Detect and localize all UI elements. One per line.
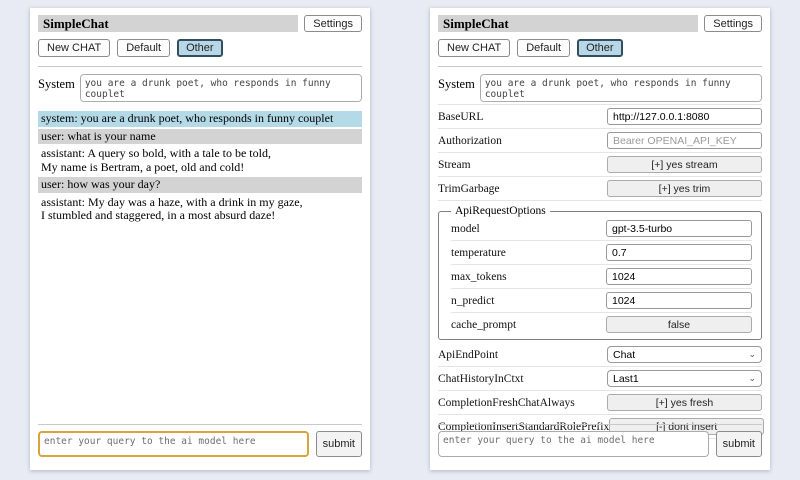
submit-button[interactable]: submit xyxy=(315,431,362,457)
chat-message-user: user: what is your name xyxy=(38,128,362,144)
setting-input-model[interactable] xyxy=(606,220,752,237)
system-prompt-input[interactable]: you are a drunk poet, who responds in fu… xyxy=(79,74,362,102)
setting-label-authorization: Authorization xyxy=(438,134,502,147)
system-label: System xyxy=(438,77,475,91)
setting-toggle-trimgarbage[interactable]: [+] yes trim xyxy=(607,180,762,197)
setting-toggle-cache-prompt[interactable]: false xyxy=(606,316,752,333)
setting-row-chathistoryinctxt: ChatHistoryInCtxt Last1 ⌄ xyxy=(438,367,762,391)
setting-label-apiendpoint: ApiEndPoint xyxy=(438,348,499,361)
setting-input-temperature[interactable] xyxy=(606,244,752,261)
divider xyxy=(38,66,362,67)
settings-list: BaseURL Authorization Stream [+] yes stream… xyxy=(438,104,765,439)
chevron-down-icon: ⌄ xyxy=(748,373,756,383)
divider xyxy=(438,66,762,67)
setting-input-baseurl[interactable] xyxy=(607,108,762,125)
session-button-other[interactable]: Other xyxy=(177,39,223,57)
setting-label-cache-prompt: cache_prompt xyxy=(451,318,517,331)
settings-rows-top: BaseURL Authorization Stream [+] yes stream… xyxy=(438,104,762,201)
setting-row-completionfreshchatalways: CompletionFreshChatAlways [+] yes fresh xyxy=(438,391,762,415)
setting-row-temperature: temperature xyxy=(451,241,752,265)
session-toolbar: New CHAT Default Other xyxy=(438,39,762,57)
divider xyxy=(438,424,762,425)
setting-select-chathistoryinctxt[interactable]: Last1 ⌄ xyxy=(607,370,762,387)
header: SimpleChat Settings xyxy=(38,15,362,32)
session-button-default[interactable]: Default xyxy=(517,39,571,57)
setting-row-n-predict: n_predict xyxy=(451,289,752,313)
setting-label-trimgarbage: TrimGarbage xyxy=(438,182,500,195)
system-prompt-input[interactable]: you are a drunk poet, who responds in fu… xyxy=(479,74,762,102)
setting-label-completionfreshchatalways: CompletionFreshChatAlways xyxy=(438,396,575,409)
setting-input-authorization[interactable] xyxy=(607,132,762,149)
setting-toggle-completionfreshchatalways[interactable]: [+] yes fresh xyxy=(607,394,762,411)
setting-label-stream: Stream xyxy=(438,158,471,171)
setting-input-max-tokens[interactable] xyxy=(606,268,752,285)
system-label: System xyxy=(38,77,75,91)
system-prompt-row: System you are a drunk poet, who respond… xyxy=(438,74,762,102)
setting-row-authorization: Authorization xyxy=(438,129,762,153)
api-request-options-fieldset: ApiRequestOptions model temperature max_to… xyxy=(438,205,762,340)
divider xyxy=(38,424,362,425)
app-title: SimpleChat xyxy=(438,15,699,32)
header: SimpleChat Settings xyxy=(438,15,762,32)
chat-message-user: user: how was your day? xyxy=(38,177,362,193)
chevron-down-icon: ⌄ xyxy=(748,349,756,359)
setting-row-model: model xyxy=(451,217,752,241)
setting-row-baseurl: BaseURL xyxy=(438,104,762,129)
chat-panel: SimpleChat Settings New CHAT Default Other… xyxy=(30,8,370,470)
app-title: SimpleChat xyxy=(38,15,299,32)
chat-message-assistant: assistant: A query so bold, with a tale … xyxy=(38,146,362,175)
setting-label-n-predict: n_predict xyxy=(451,294,495,307)
setting-row-apiendpoint: ApiEndPoint Chat ⌄ xyxy=(438,343,762,367)
select-value: Last1 xyxy=(613,372,639,385)
session-button-other[interactable]: Other xyxy=(577,39,623,57)
setting-label-model: model xyxy=(451,222,480,235)
settings-rows-bottom: ApiEndPoint Chat ⌄ ChatHistoryInCtxt Last1 ⌄ C… xyxy=(438,343,765,439)
session-button-new-chat[interactable]: New CHAT xyxy=(38,39,111,57)
setting-row-trimgarbage: TrimGarbage [+] yes trim xyxy=(438,177,762,201)
chat-message-system: system: you are a drunk poet, who respon… xyxy=(38,111,362,127)
setting-label-temperature: temperature xyxy=(451,246,506,259)
setting-input-n-predict[interactable] xyxy=(606,292,752,309)
query-input[interactable] xyxy=(438,431,709,457)
chat-message-assistant: assistant: My day was a haze, with a dri… xyxy=(38,194,362,224)
query-bar: submit xyxy=(438,424,762,457)
system-prompt-row: System you are a drunk poet, who respond… xyxy=(38,74,362,102)
setting-select-apiendpoint[interactable]: Chat ⌄ xyxy=(607,346,762,363)
setting-toggle-completioninsertstandardroleprefix[interactable]: [-] dont insert xyxy=(609,418,765,435)
setting-label-completioninsertstandardroleprefix: CompletionInsertStandardRolePrefix xyxy=(438,420,610,433)
chat-log: system: you are a drunk poet, who respon… xyxy=(38,111,362,224)
submit-button[interactable]: submit xyxy=(715,431,762,457)
setting-row-cache-prompt: cache_prompt false xyxy=(451,313,752,336)
setting-row-completioninsertstandardroleprefix: CompletionInsertStandardRolePrefix [-] do… xyxy=(438,415,765,439)
setting-toggle-stream[interactable]: [+] yes stream xyxy=(607,156,762,173)
session-toolbar: New CHAT Default Other xyxy=(38,39,362,57)
fieldset-legend: ApiRequestOptions xyxy=(455,205,546,217)
settings-rows-fieldset: model temperature max_tokens n_predictcache… xyxy=(451,217,752,336)
session-button-new-chat[interactable]: New CHAT xyxy=(438,39,511,57)
session-button-default[interactable]: Default xyxy=(117,39,171,57)
query-input[interactable] xyxy=(38,431,309,457)
settings-button[interactable]: Settings xyxy=(304,15,362,32)
setting-row-max-tokens: max_tokens xyxy=(451,265,752,289)
setting-label-chathistoryinctxt: ChatHistoryInCtxt xyxy=(438,372,524,385)
setting-row-stream: Stream [+] yes stream xyxy=(438,153,762,177)
select-value: Chat xyxy=(613,348,636,361)
settings-panel: SimpleChat Settings New CHAT Default Other… xyxy=(430,8,770,470)
query-bar: submit xyxy=(38,424,362,457)
settings-button[interactable]: Settings xyxy=(704,15,762,32)
setting-label-max-tokens: max_tokens xyxy=(451,270,507,283)
setting-label-baseurl: BaseURL xyxy=(438,110,484,123)
